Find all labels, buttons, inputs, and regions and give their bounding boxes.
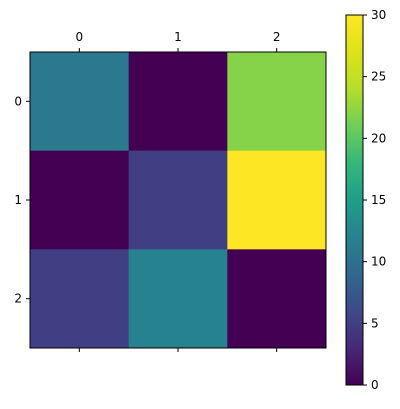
heatmap-cell-r2-c1 [128, 249, 228, 349]
heatmap-cell-r1-c1 [128, 150, 228, 250]
x-axis: 0 1 2 [76, 30, 281, 352]
colorbar: 0 5 10 15 20 25 30 [345, 8, 386, 392]
colorbar-tick-label-3: 15 [371, 193, 386, 207]
y-axis: 0 1 2 [14, 94, 30, 306]
colorbar-tick-label-5: 25 [371, 70, 386, 84]
x-tick-label-2: 2 [273, 30, 281, 44]
colorbar-tick-label-6: 30 [371, 8, 386, 22]
colorbar-tick-label-2: 10 [371, 255, 386, 269]
x-tick-label-0: 0 [76, 30, 84, 44]
heatmap-cell-r2-c0 [30, 249, 130, 349]
heatmap-cells [30, 52, 327, 349]
colorbar-gradient [345, 14, 364, 386]
colorbar-tick-label-0: 0 [371, 378, 379, 392]
heatmap-cell-r0-c1 [128, 52, 228, 152]
heatmap-cell-r2-c2 [227, 249, 327, 349]
heatmap-cell-r0-c2 [227, 52, 327, 152]
y-tick-label-0: 0 [14, 94, 22, 108]
colorbar-tick-label-4: 20 [371, 131, 386, 145]
x-tick-label-1: 1 [174, 30, 182, 44]
heatmap-cell-r0-c0 [30, 52, 130, 152]
heatmap-cell-r1-c0 [30, 150, 130, 250]
heatmap-cell-r1-c2 [227, 150, 327, 250]
y-tick-label-1: 1 [14, 193, 22, 207]
y-tick-label-2: 2 [14, 292, 22, 306]
colorbar-tick-label-1: 5 [371, 316, 379, 330]
